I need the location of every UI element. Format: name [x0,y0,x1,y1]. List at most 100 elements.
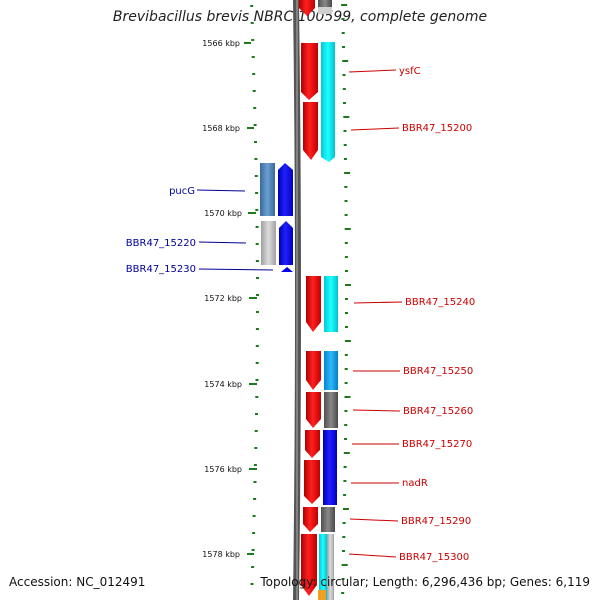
minor-tick [250,22,254,24]
leader-line [198,241,247,244]
leader-line [348,69,397,73]
gene-cog [321,42,335,157]
minor-tick [252,515,256,517]
gene-label[interactable]: BBR47_15200 [402,123,472,134]
minor-tick [253,498,257,500]
gene-forward [301,43,318,100]
minor-tick [343,466,347,468]
gene-forward [301,534,317,596]
minor-tick [343,130,347,132]
minor-tick [341,32,345,34]
gene-labels: ysfC BBR47_15200 BBR47_15240 BBR47_15250… [126,66,475,563]
gene-label[interactable]: BBR47_15300 [399,552,469,563]
kbp-label: 1572 kbp [204,294,242,303]
gene-reverse [279,221,293,265]
gene-forward [306,392,321,428]
gene-label[interactable]: BBR47_15240 [405,297,475,308]
minor-tick [344,186,348,188]
minor-tick [344,242,348,244]
gene-label[interactable]: BBR47_15290 [401,516,471,527]
minor-tick [342,536,346,538]
gene-reverse [278,163,293,216]
label-leaders [196,69,403,558]
gene-forward [299,0,315,8]
minor-tick [343,102,346,104]
minor-tick [254,141,257,143]
minor-tick [253,464,257,466]
kbp-label: 1576 kbp [204,465,242,474]
minor-tick [252,73,256,75]
minor-tick [341,564,348,566]
minor-tick [343,144,347,146]
gene-forward [304,460,320,504]
gene-cog [319,534,327,600]
genome-title: Brevibacillus brevis NBRC 100599, comple… [112,9,488,25]
minor-tick [255,209,259,211]
gene-label[interactable]: BBR47_15270 [402,439,472,450]
leader-line [349,518,399,522]
gene-cog-light [318,7,332,14]
minor-tick [251,549,255,551]
gene-cog [260,163,275,216]
gene-label[interactable]: BBR47_15220 [126,238,196,249]
minor-tick [255,345,259,347]
minor-tick [255,328,259,330]
minor-tick [256,277,259,279]
gene-forward [299,8,315,16]
genome-backbone [293,0,301,600]
minor-tick [345,298,348,300]
minor-tick [341,18,345,20]
minor-tick [345,312,348,314]
minor-tick [342,46,345,48]
minor-tick [344,382,348,384]
minor-tick [343,480,347,482]
leader-line [198,268,274,271]
minor-tick [344,200,348,202]
minor-tick [343,116,350,118]
gene-cog-orange [318,590,326,600]
minor-tick [255,226,259,228]
gene-label[interactable]: nadR [402,478,428,489]
gene-cog-light [327,534,334,600]
minor-tick [253,107,257,109]
reverse-strand-genes [260,163,293,272]
minor-tick [344,340,351,342]
minor-tick [344,256,348,258]
gene-label[interactable]: BBR47_15250 [403,366,473,377]
minor-tick [342,508,349,510]
minor-tick [342,60,349,62]
minor-ticks-right [341,4,351,594]
minor-tick [344,172,351,174]
minor-tick [345,326,348,328]
gene-cog [321,507,335,532]
gene-label[interactable]: ysfC [399,66,421,77]
gene-label[interactable]: pucG [169,186,195,197]
leader-line [196,189,246,192]
gene-label[interactable]: BBR47_15260 [403,406,473,417]
minor-tick [343,158,347,160]
minor-tick [254,430,258,432]
minor-tick [256,311,259,313]
gene-forward [306,351,321,390]
minor-tick [251,56,255,58]
gene-cog [324,276,338,332]
forward-strand-genes [299,0,338,600]
kbp-label: 1570 kbp [204,209,242,218]
accession-text: Accession: NC_012491 [9,575,146,589]
gene-forward [305,430,320,458]
gene-cog [323,430,337,505]
minor-tick [251,39,255,41]
minor-tick [342,74,346,76]
minor-tick [255,243,259,245]
minor-tick [342,522,346,524]
minor-tick [251,566,255,568]
kbp-label: 1574 kbp [204,380,242,389]
minor-tick [344,228,351,230]
minor-tick [255,260,259,262]
minor-tick [344,368,348,370]
minor-tick [253,124,257,126]
gene-label[interactable]: BBR47_15230 [126,264,196,275]
minor-tick [344,410,348,412]
genome-summary-text: Topology: circular; Length: 6,296,436 bp… [260,575,590,589]
kbp-label: 1578 kbp [202,550,240,559]
